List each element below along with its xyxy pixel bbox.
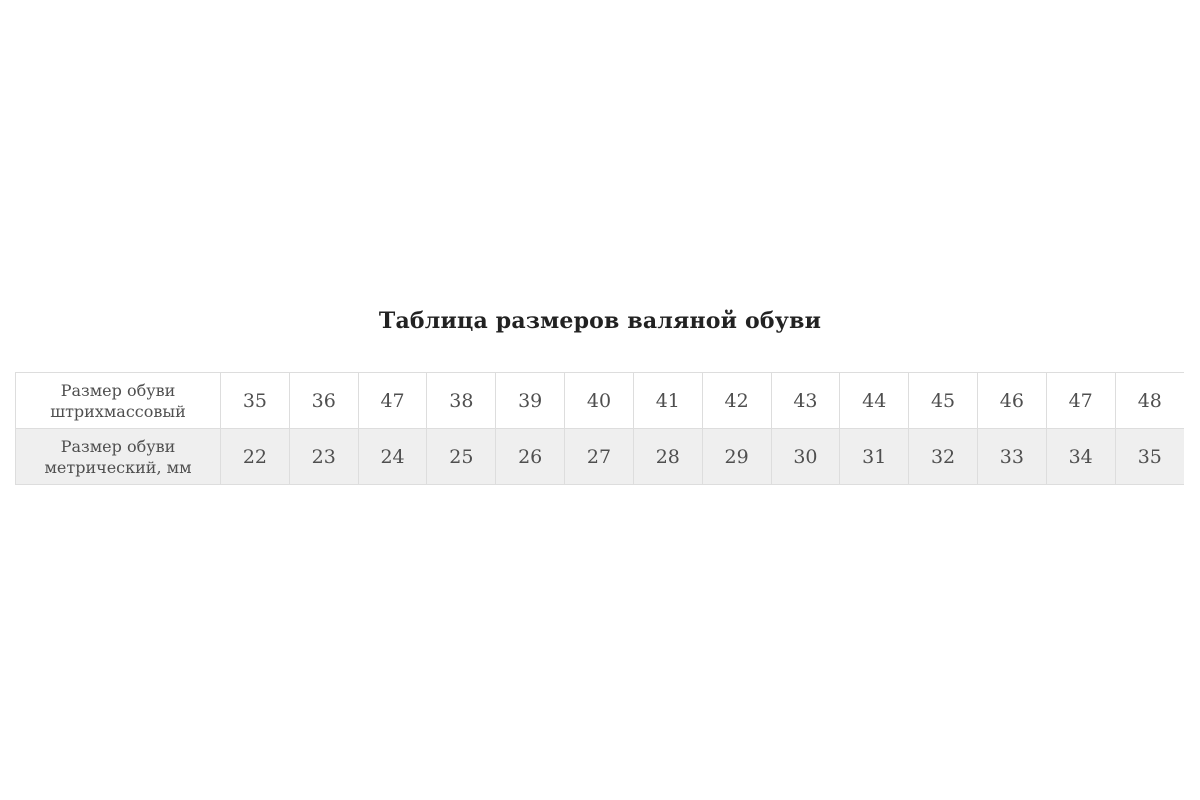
table-row: Размер обуви штрихмассовый 35 36 47 38 39 40 41… xyxy=(15,372,1184,429)
size-cell: 47 xyxy=(1045,372,1116,429)
size-cell: 34 xyxy=(1045,428,1116,485)
size-cell: 40 xyxy=(564,372,634,429)
size-cell: 23 xyxy=(288,428,359,485)
size-cell: 39 xyxy=(495,372,566,429)
size-cell: 41 xyxy=(632,372,703,429)
size-cell: 44 xyxy=(839,372,910,429)
size-cell: 35 xyxy=(220,372,290,429)
size-cell: 38 xyxy=(426,372,497,429)
size-cell: 48 xyxy=(1114,372,1184,429)
size-cell: 42 xyxy=(701,372,772,429)
size-cell: 47 xyxy=(357,372,428,429)
size-table-body: Размер обуви штрихмассовый 35 36 47 38 39 40 41… xyxy=(15,372,1184,485)
size-cell: 45 xyxy=(908,372,978,429)
size-cell: 25 xyxy=(426,428,497,485)
size-cell: 32 xyxy=(908,428,978,485)
size-cell: 33 xyxy=(976,428,1047,485)
size-cell: 46 xyxy=(976,372,1047,429)
size-cell: 31 xyxy=(839,428,910,485)
size-table: Размер обуви штрихмассовый 35 36 47 38 39 40 41… xyxy=(15,372,1184,485)
size-cell: 43 xyxy=(770,372,841,429)
size-cell: 27 xyxy=(564,428,634,485)
size-cell: 30 xyxy=(770,428,841,485)
table-row: Размер обуви метрический, мм 22 23 24 25 26 27… xyxy=(15,428,1184,485)
size-cell: 29 xyxy=(701,428,772,485)
size-cell: 26 xyxy=(495,428,566,485)
size-cell: 35 xyxy=(1114,428,1184,485)
row-label: Размер обуви штрихмассовый xyxy=(15,372,221,429)
size-cell: 22 xyxy=(220,428,290,485)
row-label: Размер обуви метрический, мм xyxy=(15,428,221,485)
size-cell: 24 xyxy=(357,428,428,485)
size-cell: 28 xyxy=(632,428,703,485)
size-cell: 36 xyxy=(288,372,359,429)
page-title: Таблица размеров валяной обуви xyxy=(378,308,822,334)
